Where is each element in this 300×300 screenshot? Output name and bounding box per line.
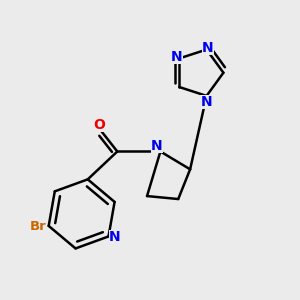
Text: N: N [151,139,163,153]
Text: N: N [109,230,120,244]
Text: N: N [171,50,183,64]
Text: Br: Br [30,220,47,233]
Text: O: O [93,118,105,132]
Text: N: N [200,95,212,109]
Text: N: N [202,41,214,56]
